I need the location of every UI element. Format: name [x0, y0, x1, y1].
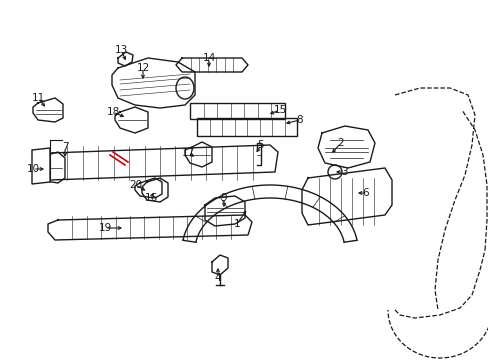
Text: 2: 2 [337, 138, 344, 148]
Text: 13: 13 [114, 45, 127, 55]
Text: 8: 8 [296, 115, 303, 125]
Text: 19: 19 [98, 223, 111, 233]
Text: 6: 6 [362, 188, 368, 198]
Text: 1: 1 [233, 219, 240, 229]
Text: 16: 16 [144, 193, 157, 203]
Text: 14: 14 [202, 53, 215, 63]
Text: 3: 3 [340, 167, 346, 177]
Text: 15: 15 [273, 105, 286, 115]
Text: 9: 9 [220, 193, 227, 203]
Text: 20: 20 [129, 180, 142, 190]
Text: 11: 11 [31, 93, 44, 103]
Polygon shape [32, 148, 50, 184]
Text: 5: 5 [257, 140, 264, 150]
Text: 4: 4 [214, 273, 221, 283]
Text: 7: 7 [61, 142, 68, 152]
Text: 18: 18 [106, 107, 120, 117]
Text: 17: 17 [181, 148, 194, 158]
Text: 12: 12 [136, 63, 149, 73]
Text: 10: 10 [26, 164, 40, 174]
